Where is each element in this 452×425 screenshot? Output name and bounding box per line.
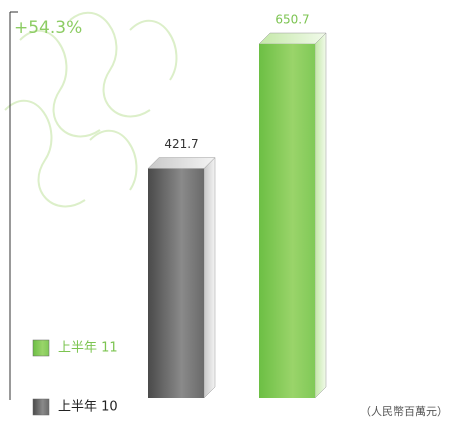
chart: +54.3% （人民幣百萬元） 421.7 上半年 10 650.7 上半年 11 [0, 0, 452, 425]
legend-label: 上半年 11 [58, 341, 118, 356]
bar-side [315, 33, 326, 398]
legend-swatch [33, 399, 49, 415]
annotation: +54.3% [14, 18, 82, 38]
unit-label: （人民幣百萬元） [360, 405, 448, 418]
bar [148, 169, 204, 398]
value-label: 650.7 [275, 13, 309, 27]
legend-label: 上半年 10 [58, 400, 118, 415]
legend-swatch [33, 340, 49, 356]
page: +54.3% （人民幣百萬元） 421.7上半年 10650.7上半年 11 (… [0, 0, 452, 425]
bar-top [259, 33, 326, 44]
bar-side [204, 158, 215, 398]
value-label: 421.7 [164, 137, 198, 151]
bar-top [148, 158, 215, 169]
bar [259, 44, 315, 398]
